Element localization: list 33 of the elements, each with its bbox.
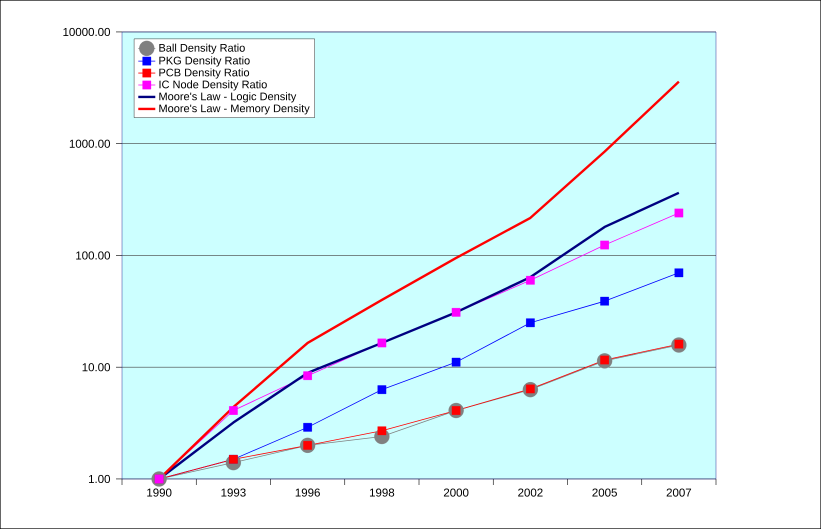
point — [303, 422, 312, 432]
point — [674, 208, 684, 218]
legend-label: Moore's Law - Logic Density — [159, 92, 296, 102]
x-tick-label: 1990 — [147, 488, 172, 497]
legend-label: Moore's Law - Memory Density — [159, 104, 310, 114]
y-tick-label: 100.00 — [76, 251, 110, 260]
y-tick-label: 10000.00 — [63, 28, 110, 36]
x-tick-label: 2002 — [518, 488, 543, 497]
x-tick-label: 2007 — [666, 488, 692, 497]
legend-label: PKG Density Ratio — [159, 56, 250, 67]
point — [378, 426, 386, 436]
legend-label: IC Node Density Ratio — [159, 80, 267, 91]
point — [452, 308, 460, 317]
x-tick-label: 1998 — [370, 488, 394, 497]
point — [600, 296, 609, 306]
x-tick-label: 1993 — [221, 488, 246, 497]
point — [229, 406, 238, 415]
x-tick-label: 1996 — [296, 488, 320, 497]
point — [526, 318, 535, 328]
point — [600, 240, 609, 250]
point — [303, 371, 312, 380]
y-tick-label: 10.00 — [82, 363, 110, 372]
legend-label: Ball Density Ratio — [159, 44, 245, 54]
y-tick-label: 1000.00 — [70, 140, 110, 148]
point — [452, 358, 460, 367]
x-tick-label: 2005 — [592, 488, 617, 497]
point — [674, 268, 684, 278]
legend-label: PCB Density Ratio — [159, 68, 250, 79]
point — [526, 276, 535, 285]
point — [378, 338, 386, 348]
x-tick-label: 2000 — [444, 488, 468, 497]
y-tick-label: 1.00 — [88, 474, 110, 484]
point — [378, 385, 386, 394]
